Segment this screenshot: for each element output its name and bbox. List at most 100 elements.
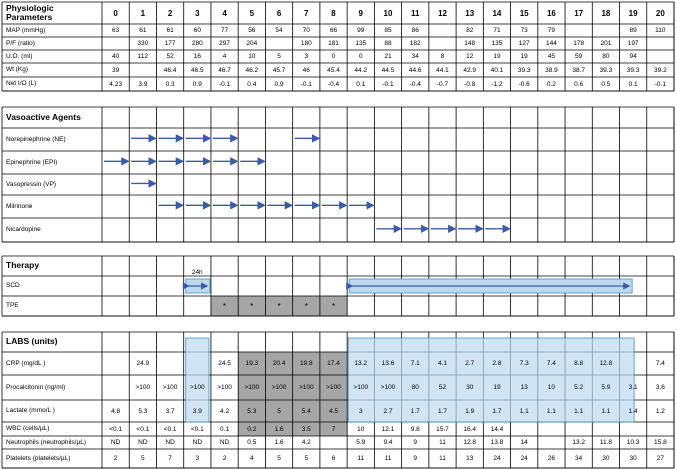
- table-cell: 44.2: [354, 66, 368, 74]
- section-title-therapy: Therapy: [6, 260, 40, 271]
- table-cell: >100: [244, 384, 260, 391]
- table-cell: 4: [249, 455, 254, 462]
- table-cell: 24.5: [218, 360, 231, 367]
- table-cell: 0.6: [574, 80, 584, 88]
- table-cell: 39.3: [599, 66, 613, 74]
- table-cell: 1.4: [628, 407, 638, 415]
- table-cell: -0.1: [382, 80, 394, 88]
- row-label: Norepinephrine (NE): [6, 135, 66, 143]
- table-cell: 45.4: [327, 66, 340, 74]
- table-cell: 3: [304, 53, 309, 60]
- table-cell: 5.3: [138, 407, 148, 415]
- table-cell: >100: [380, 384, 396, 391]
- table-cell: 15.7: [436, 425, 449, 433]
- table-cell: 26: [547, 455, 556, 462]
- table-cell: <0.1: [190, 425, 204, 433]
- table-cell: 11: [439, 455, 446, 462]
- tpe-cell-fill: [265, 296, 293, 316]
- table-cell: 61: [166, 27, 174, 34]
- table-cell: >100: [271, 384, 287, 391]
- tpe-mark: *: [222, 301, 227, 311]
- table-cell: 0.2: [247, 425, 257, 433]
- table-cell: 0.1: [628, 80, 638, 88]
- table-cell: 180: [300, 40, 312, 47]
- table-cell: 135: [355, 40, 367, 47]
- table-cell: 44.1: [436, 66, 449, 74]
- table-cell: 3: [358, 407, 363, 415]
- table-cell: 3.9: [192, 407, 202, 415]
- table-cell: 178: [573, 40, 585, 47]
- table-cell: 16: [193, 53, 201, 60]
- table-cell: 5: [277, 53, 281, 60]
- table-cell: -0.8: [464, 80, 476, 88]
- table-cell: 0.4: [247, 80, 257, 88]
- day-header: 7: [304, 8, 309, 18]
- table-cell: 0.9: [192, 80, 202, 88]
- table-cell: ND: [219, 439, 230, 446]
- tpe-cell-fill: [210, 296, 239, 316]
- table-cell: 46.7: [218, 66, 231, 74]
- tpe-cell-fill: [238, 296, 266, 316]
- table-cell: 24: [493, 455, 501, 462]
- table-cell: 63: [112, 27, 120, 34]
- table-cell: 11: [357, 455, 365, 462]
- table-cell: 5.9: [601, 384, 611, 391]
- day-header: 16: [546, 8, 556, 18]
- table-cell: -0.1: [300, 80, 312, 88]
- table-cell: 34: [411, 53, 419, 60]
- table-cell: 14.4: [490, 425, 504, 433]
- table-cell: 59: [575, 53, 583, 60]
- tpe-mark: *: [304, 301, 308, 311]
- row-label: MAP (mmHg): [6, 26, 46, 34]
- day-header: 12: [438, 8, 447, 18]
- table-cell: 9: [413, 439, 418, 446]
- table-cell: 73: [520, 27, 528, 34]
- table-cell: 70: [302, 27, 310, 34]
- table-cell: 9: [413, 455, 418, 462]
- table-cell: 15.8: [654, 439, 667, 446]
- table-cell: 13.2: [354, 360, 368, 367]
- table-cell: 45.7: [272, 66, 286, 74]
- table-cell: 24: [520, 455, 528, 462]
- table-cell: 4: [222, 53, 227, 60]
- table-cell: 3.6: [655, 384, 665, 391]
- table-cell: 0.2: [546, 80, 556, 88]
- table-cell: 52: [166, 53, 174, 60]
- table-cell: 3.5: [301, 425, 311, 433]
- section-title-labs: LABS (units): [6, 336, 58, 347]
- table-cell: 7: [168, 455, 172, 462]
- table-cell: <0.1: [136, 425, 150, 433]
- table-cell: 0.1: [220, 425, 230, 433]
- day-header: 6: [276, 8, 282, 18]
- table-cell: 46.2: [245, 66, 259, 74]
- day-header: 8: [331, 8, 336, 18]
- table-cell: 144: [545, 40, 557, 47]
- table-cell: 88: [384, 40, 392, 47]
- table-cell: 5: [304, 455, 309, 462]
- table-cell: >100: [135, 384, 151, 391]
- labs-highlight-days9-19: [347, 337, 635, 423]
- table-cell: 42.9: [463, 66, 477, 74]
- day-header: 4: [222, 8, 227, 18]
- table-cell: 112: [137, 53, 149, 60]
- table-cell: 19.3: [245, 360, 259, 367]
- row-label: U.O. (ml): [6, 52, 33, 60]
- table-cell: 12.8: [463, 439, 477, 446]
- table-cell: ND: [165, 439, 175, 446]
- table-cell: -0.1: [654, 80, 666, 88]
- table-cell: >100: [298, 384, 314, 391]
- day-header: 17: [574, 8, 584, 18]
- table-cell: >100: [353, 384, 369, 391]
- table-cell: 27: [656, 455, 664, 462]
- table-cell: 177: [164, 40, 176, 47]
- table-cell: 99: [357, 27, 365, 34]
- table-cell: 86: [411, 27, 419, 34]
- table-cell: 40.1: [490, 66, 504, 74]
- day-header: 1: [140, 8, 146, 18]
- row-label: Wt (Kg): [6, 66, 29, 74]
- row-label: P/F (ratio): [6, 39, 35, 47]
- table-cell: 4.8: [111, 407, 121, 415]
- table-cell: 0: [331, 53, 336, 60]
- table-cell: 44.6: [408, 66, 422, 74]
